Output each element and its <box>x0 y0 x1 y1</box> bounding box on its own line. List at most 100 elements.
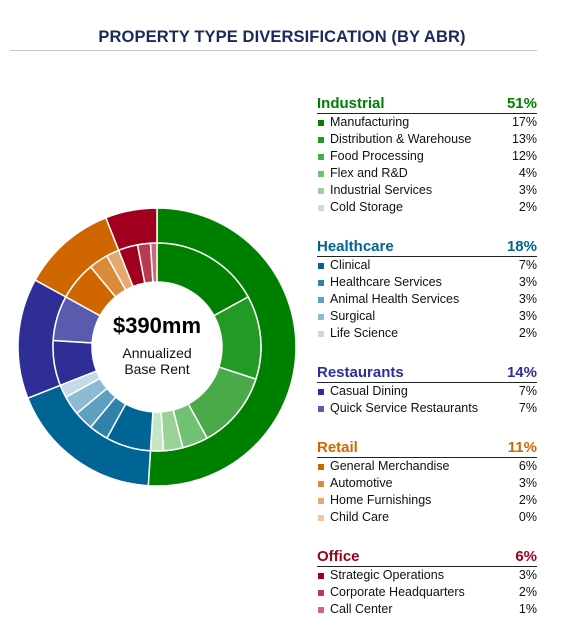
legend-item: General Merchandise 6% <box>317 458 537 475</box>
legend-item-value: 3% <box>518 476 537 490</box>
legend-item: Call Center 1% <box>317 601 537 618</box>
legend-item-value: 0% <box>518 510 537 524</box>
legend-group-name: Retail <box>317 439 358 456</box>
legend-item-label: Healthcare Services <box>330 275 442 289</box>
legend-group-total: 14% <box>506 364 537 381</box>
legend-group-name: Restaurants <box>317 364 404 381</box>
center-caption: Annualized Base Rent <box>92 345 222 377</box>
legend-item-value: 7% <box>518 384 537 398</box>
legend-item-value: 13% <box>511 132 537 146</box>
legend-group-retail: Retail 11% General Merchandise 6% Automotive… <box>317 438 537 526</box>
legend-item-label: Automotive <box>330 476 393 490</box>
legend-item-value: 3% <box>518 275 537 289</box>
legend-item-label: Casual Dining <box>330 384 408 398</box>
legend-swatch <box>318 405 324 412</box>
legend-group-header: Industrial 51% <box>317 94 537 114</box>
legend-item-label: Home Furnishings <box>330 493 432 507</box>
legend-item-value: 2% <box>518 493 537 507</box>
legend-swatch <box>318 480 324 487</box>
legend-item: Home Furnishings 2% <box>317 492 537 509</box>
legend-item-label: Corporate Headquarters <box>330 585 465 599</box>
legend-swatch <box>318 262 324 269</box>
legend-item: Distribution & Warehouse 13% <box>317 131 537 148</box>
legend-swatch <box>318 589 324 596</box>
title-divider <box>10 50 537 51</box>
legend-group-header: Retail 11% <box>317 438 537 458</box>
legend-item-label: Industrial Services <box>330 183 433 197</box>
legend-item-value: 2% <box>518 326 537 340</box>
center-caption-line2: Base Rent <box>124 361 190 377</box>
legend-group-header: Healthcare 18% <box>317 237 537 257</box>
legend-group-healthcare: Healthcare 18% Clinical 7% Healthcare Servic… <box>317 237 537 342</box>
legend-item: Animal Health Services 3% <box>317 291 537 308</box>
legend-group-name: Office <box>317 548 360 565</box>
legend-item: Casual Dining 7% <box>317 383 537 400</box>
center-amount: $390mm <box>112 313 202 338</box>
legend-swatch <box>318 296 324 303</box>
chart-title: PROPERTY TYPE DIVERSIFICATION (BY ABR) <box>98 28 466 46</box>
legend-item-label: Clinical <box>330 258 371 272</box>
legend-group-total: 18% <box>506 238 537 255</box>
legend-item: Cold Storage 2% <box>317 199 537 216</box>
legend-item: Strategic Operations 3% <box>317 567 537 584</box>
legend-swatch <box>318 572 324 579</box>
legend-group-header: Office 6% <box>317 547 537 567</box>
legend-item: Flex and R&D 4% <box>317 165 537 182</box>
legend-group-name: Healthcare <box>317 238 394 255</box>
legend-item-value: 4% <box>518 166 537 180</box>
legend-swatch <box>318 497 324 504</box>
legend-swatch <box>318 136 324 143</box>
inner-slice-call-center <box>149 242 158 283</box>
legend-item-value: 3% <box>518 183 537 197</box>
legend-item-value: 12% <box>511 149 537 163</box>
legend-swatch <box>318 514 324 521</box>
center-caption-line1: Annualized <box>122 345 192 361</box>
legend-item: Life Science 2% <box>317 325 537 342</box>
legend-item-value: 6% <box>518 459 537 473</box>
legend-group-restaurants: Restaurants 14% Casual Dining 7% Quick Servi… <box>317 363 537 417</box>
legend-swatch <box>318 119 324 126</box>
legend-swatch <box>318 463 324 470</box>
legend-swatch <box>318 153 324 160</box>
legend-item-label: Flex and R&D <box>330 166 408 180</box>
legend-item: Healthcare Services 3% <box>317 274 537 291</box>
legend-item-value: 1% <box>518 602 537 616</box>
legend-item-label: Food Processing <box>330 149 424 163</box>
legend-item-value: 2% <box>518 200 537 214</box>
legend-group-name: Industrial <box>317 95 385 112</box>
legend-item-value: 17% <box>511 115 537 129</box>
legend-item-value: 2% <box>518 585 537 599</box>
legend-group-header: Restaurants 14% <box>317 363 537 383</box>
legend-item-value: 7% <box>518 258 537 272</box>
legend-item-label: Manufacturing <box>330 115 410 129</box>
legend-group-total: 51% <box>506 95 537 112</box>
legend-item-value: 3% <box>518 292 537 306</box>
legend-item-value: 3% <box>518 568 537 582</box>
legend-swatch <box>318 187 324 194</box>
legend-item: Child Care 0% <box>317 509 537 526</box>
legend-item: Food Processing 12% <box>317 148 537 165</box>
legend-item-label: Cold Storage <box>330 200 403 214</box>
legend-item: Corporate Headquarters 2% <box>317 584 537 601</box>
legend-item-label: Life Science <box>330 326 399 340</box>
chart-legend: Industrial 51% Manufacturing 17% Distributio… <box>317 94 537 639</box>
property-type-donut-chart <box>17 207 297 487</box>
legend-item-label: Strategic Operations <box>330 568 444 582</box>
legend-item-label: Child Care <box>330 510 390 524</box>
legend-swatch <box>318 279 324 286</box>
legend-swatch <box>318 388 324 395</box>
legend-swatch <box>318 606 324 613</box>
legend-swatch <box>318 204 324 211</box>
legend-item: Automotive 3% <box>317 475 537 492</box>
legend-item: Surgical 3% <box>317 308 537 325</box>
legend-group-office: Office 6% Strategic Operations 3% Corporate … <box>317 547 537 618</box>
legend-swatch <box>318 330 324 337</box>
legend-group-total: 11% <box>507 439 537 456</box>
legend-group-industrial: Industrial 51% Manufacturing 17% Distributio… <box>317 94 537 216</box>
legend-item-label: Quick Service Restaurants <box>330 401 478 415</box>
legend-item-label: Distribution & Warehouse <box>330 132 472 146</box>
legend-item-label: General Merchandise <box>330 459 450 473</box>
legend-item-label: Animal Health Services <box>330 292 460 306</box>
legend-swatch <box>318 170 324 177</box>
legend-item: Industrial Services 3% <box>317 182 537 199</box>
